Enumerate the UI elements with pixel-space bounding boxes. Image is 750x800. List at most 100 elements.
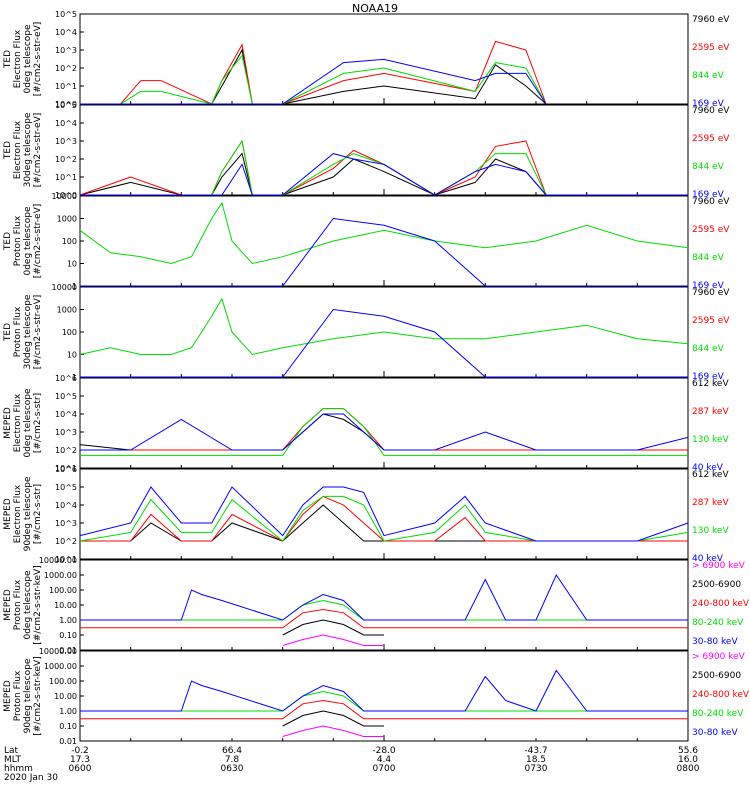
series-169-ev [80,217,688,287]
y-tick-label: 10^2 [55,64,77,73]
legend-entry: 130 keV [692,526,729,536]
series-169-ev [80,58,547,105]
legend-entry: 30-80 keV [692,637,738,647]
series-7960-ev [79,152,688,196]
y-tick-label: 10^5 [55,10,77,19]
y-tick-label: 10^1 [55,464,77,473]
series-30-80-kev [80,573,688,621]
legend-entry: 130 keV [692,435,729,445]
legend-entry: 287 keV [692,498,729,508]
y-tick-label: 10^5 [55,483,77,492]
x-tick-label: 0600 [69,764,92,774]
y-tick-label: 1000.00 [44,571,77,580]
series-844-ev [79,201,689,265]
y-tick-label: 1 [72,282,77,291]
legend-entry: 7960 eV [692,288,730,298]
date-label: 2020 Jan 30 [4,773,58,783]
y-tick-label: 10^3 [55,519,77,528]
y-tick-label: 10000 [52,192,77,201]
panel-frame [79,650,689,742]
y-axis-label: TEDElectron Flux30deg telescope[#/cm2-s-… [3,112,43,187]
legend-entry: 844 eV [692,71,725,81]
legend-entry: 2595 eV [692,316,730,326]
y-axis-label: MEPEDProton Flux0deg telescope[#/cm2-s-s… [3,565,43,644]
x-tick-label: 66.4 [222,746,242,756]
legend-entry: > 6900 keV [692,652,746,662]
panel-7: 0.010.101.0010.00100.001000.0010000.00ME… [3,556,750,655]
x-tick-label: 18.5 [526,755,546,765]
y-tick-label: 100.00 [49,586,77,595]
y-tick-label: 10^3 [55,46,77,55]
series-7960-ev [80,48,547,105]
legend-entry: 612 keV [692,470,729,480]
legend-entry: 844 eV [692,253,725,263]
panel-frame [79,195,689,287]
panel-2: 10^0 10^1 10^2 10^3 10^4 10^5 TEDElectron Flux… [3,101,730,200]
y-tick-label: 100 [62,237,77,246]
panel-1: 10^0 10^1 10^2 10^3 10^4 10^5 TEDElectron Flux… [3,10,730,109]
panel-8: 0.01 0.10 1.00 10.00 100.00 1000.00 10000.00ME… [3,647,750,746]
legend-entry: 169 eV [692,190,725,200]
legend-entry: 30-80 keV [692,728,738,738]
y-tick-label: 0.01 [59,646,77,655]
y-tick-label: 10^0 [55,100,77,109]
x-row-label: MLT [4,755,22,765]
x-tick-label: 55.6 [678,746,698,756]
y-axis-label: TEDProton Flux0deg telescope[#/cm2-s-str… [3,204,43,279]
y-tick-label: 10^4 [55,501,77,510]
series-287-kev [80,408,688,451]
series-2595-ev [80,40,547,105]
chart-title: NOAA19 [351,2,399,15]
y-tick-label: 10^0 [55,191,77,200]
series--6900-kev [282,725,384,737]
y-tick-label: 10^4 [55,28,77,37]
x-tick-label: -43.7 [524,746,547,756]
y-tick-label: 10^3 [55,428,77,437]
series-2500-6900 [282,619,384,636]
legend-entry: 7960 eV [692,197,730,207]
y-tick-label: 10^6 [55,465,77,474]
series--6900-kev [282,634,384,646]
series-2500-6900 [282,710,384,727]
legend-entry: 80-240 keV [692,709,744,719]
x-tick-label: 0630 [221,764,244,774]
y-tick-label: 10.00 [54,692,77,701]
series-240-800-kev [80,699,688,720]
panel-frame [79,104,689,196]
y-tick-label: 10^4 [55,119,77,128]
x-tick-label: 4.4 [377,755,392,765]
legend-entry: 2500-6900 [692,580,741,590]
panel-6: 10^1 10^2 10^3 10^4 10^5 10^6 MEPEDElectron Fl… [3,465,729,564]
y-tick-label: 10000 [52,283,77,292]
y-tick-label: 10^6 [55,374,77,383]
x-tick-label: -0.2 [71,746,89,756]
series-844-ev [79,297,689,356]
x-tick-label: 16.0 [678,755,698,765]
series-80-240-kev [80,690,688,712]
y-tick-label: 10^5 [55,392,77,401]
panel-frame [79,468,689,560]
legend-entry: 169 eV [692,372,725,382]
legend-entry: 7960 eV [692,106,730,116]
panel-4: 1 10 100 1000 10000 TEDProton Flux30deg teles… [3,283,730,382]
y-tick-label: 10 [67,260,77,269]
x-row-label: Lat [4,746,19,756]
y-tick-label: 1000 [57,306,77,315]
y-tick-label: 10000.00 [39,556,77,565]
y-tick-label: 0.10 [59,722,77,731]
y-tick-label: 0.10 [59,631,77,640]
legend-entry: 2595 eV [692,43,730,53]
y-tick-label: 10 [67,351,77,360]
y-tick-label: 10^4 [55,410,77,419]
y-tick-label: 10^2 [55,446,77,455]
x-tick-label: 7.8 [225,755,240,765]
legend-entry: 169 eV [692,281,725,291]
x-tick-label: 0700 [373,764,396,774]
y-tick-label: 100.00 [49,677,77,686]
legend-entry: 2500-6900 [692,671,741,681]
y-tick-label: 10^1 [55,555,77,564]
y-tick-label: 10^2 [55,155,77,164]
x-tick-label: 0800 [677,764,700,774]
legend-entry: 169 eV [692,99,725,109]
